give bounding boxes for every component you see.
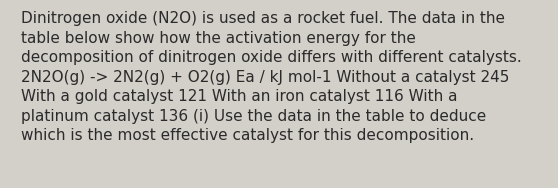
Text: Dinitrogen oxide (N2O) is used as a rocket fuel. The data in the
table below sho: Dinitrogen oxide (N2O) is used as a rock… xyxy=(21,11,522,143)
